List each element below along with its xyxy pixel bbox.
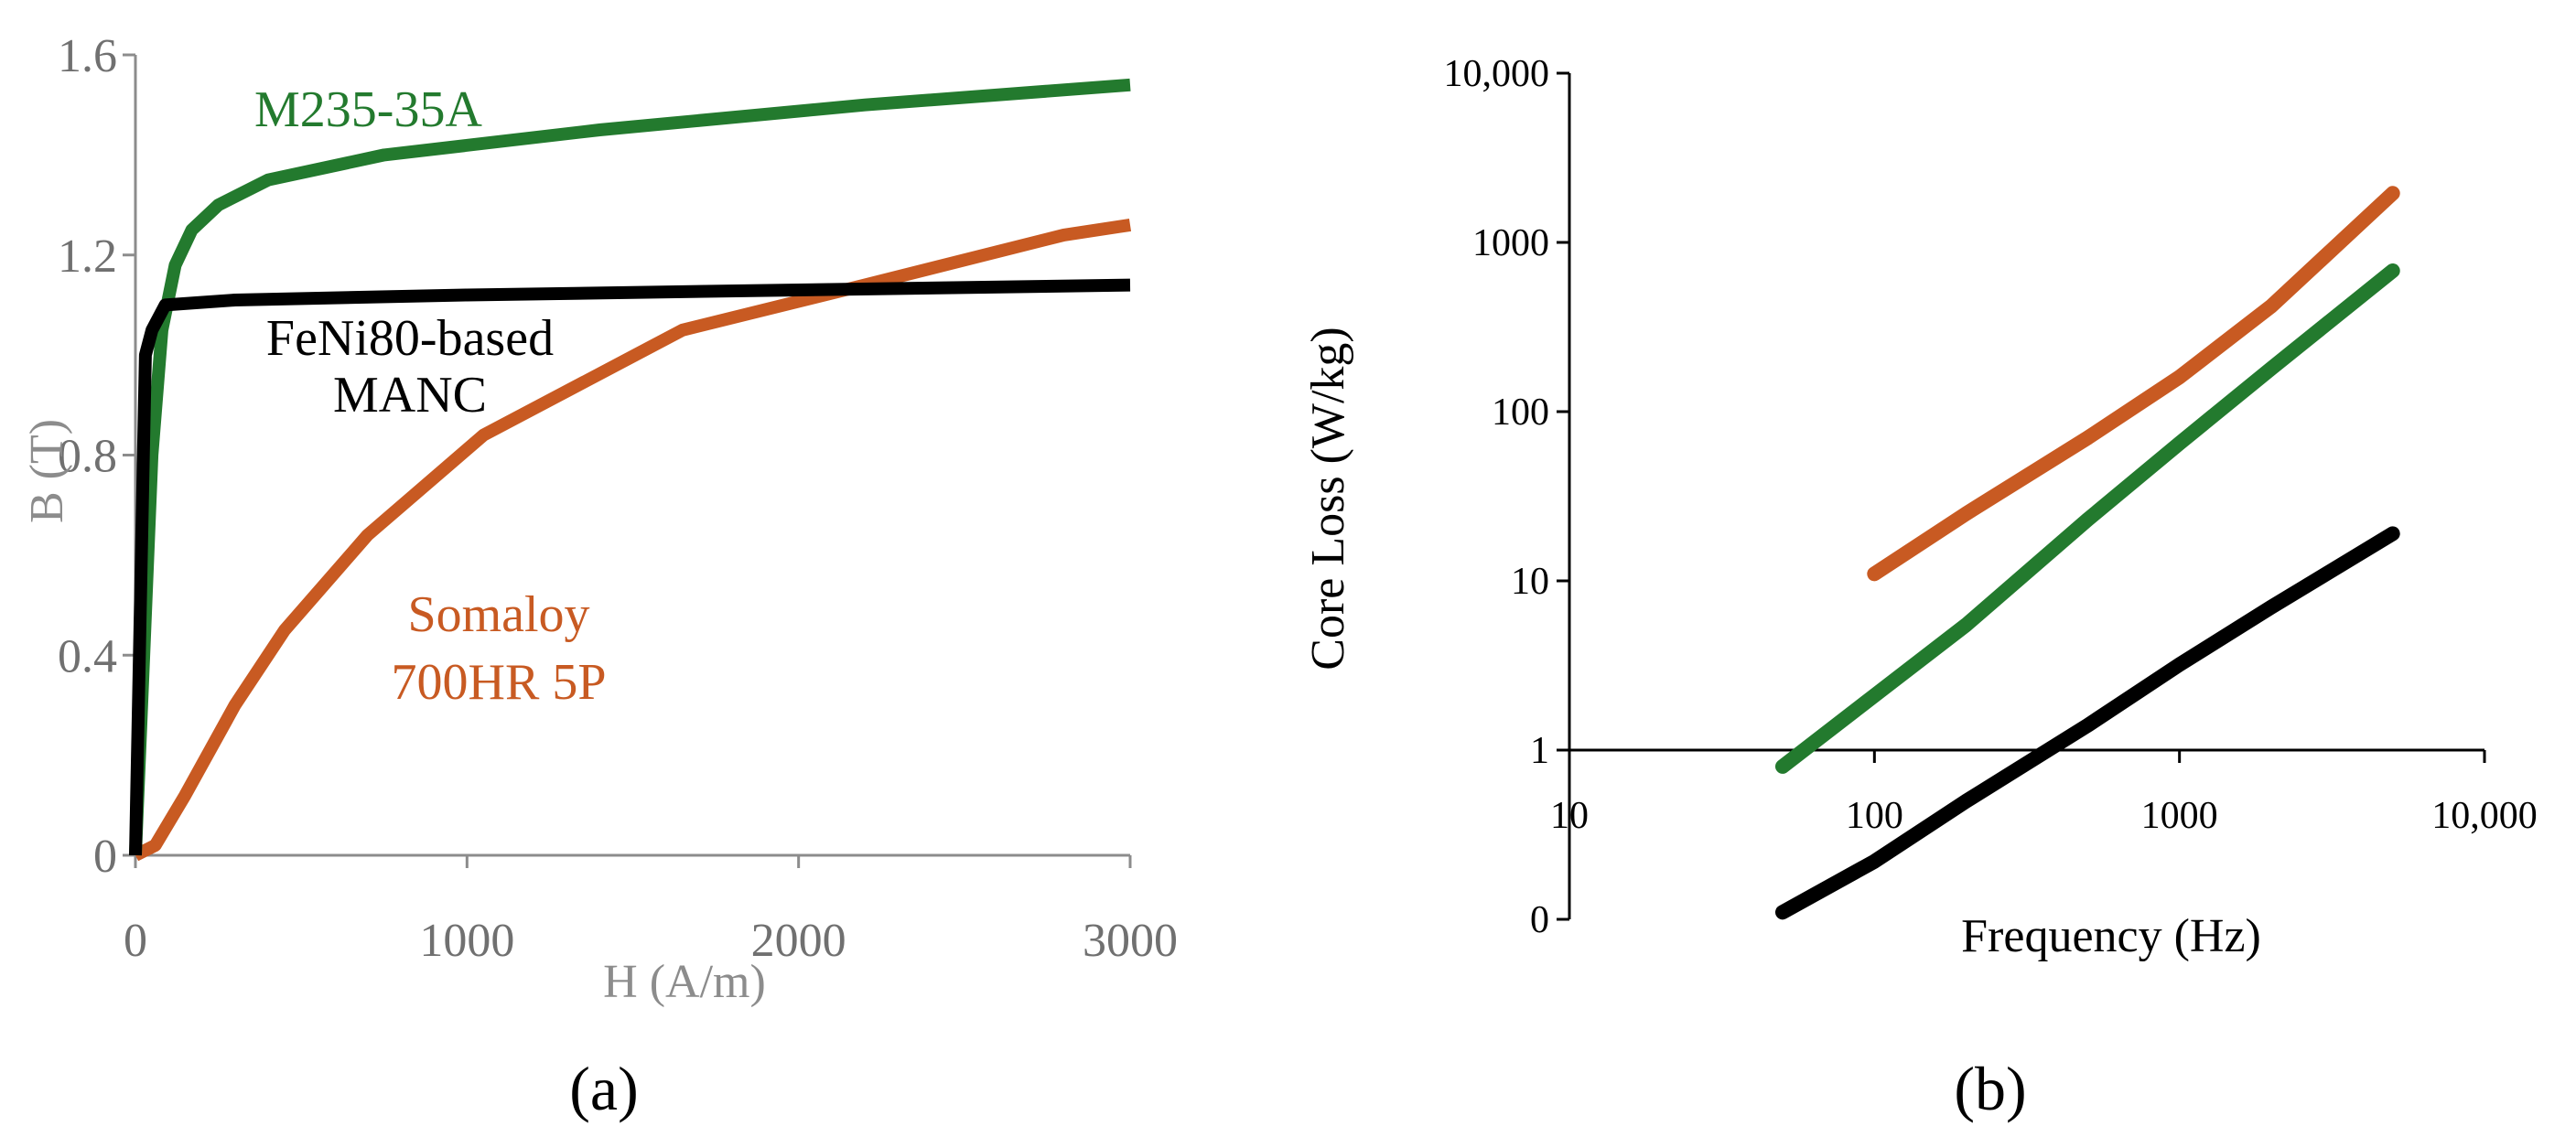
panel-a-label: (a) [569, 1054, 638, 1123]
panel-b-series-line-somaloy-700hr-5p [1867, 186, 2400, 582]
panel-a-series-label: FeNi80-based [266, 310, 554, 367]
panel-a-y-tick-label: 0.4 [58, 630, 117, 682]
panel-b-series-line-m235-35a [1775, 263, 2400, 774]
panel-b-series-group [1775, 186, 2400, 920]
panel-b-x-axis-label: Frequency (Hz) [1961, 910, 2261, 962]
panel-a-series-label: Somaloy [407, 586, 589, 643]
panel-b-y-tick-label: 1000 [1472, 222, 1549, 264]
panel-a-series-label: MANC [333, 367, 487, 424]
panel-a-series-line-m235-35a [129, 78, 1131, 856]
panel-b-x-tick-label: 100 [1846, 795, 1903, 837]
panel-b-x-tick-label: 1000 [2141, 795, 2218, 837]
panel-a-series-label: M235-35A [254, 81, 482, 138]
panel-b-label: (b) [1954, 1054, 2026, 1123]
panel-a-x-axis-label: H (A/m) [603, 956, 766, 1008]
panel-b-y-tick-label: 1 [1530, 730, 1549, 772]
panel-a-y-tick-label: 1.2 [58, 231, 117, 283]
panel-a-y-tick-label: 0 [93, 831, 117, 883]
panel-b-y-axis-label: Core Loss (W/kg) [1302, 327, 1354, 670]
panel-a-x-tick-label: 0 [124, 915, 147, 967]
panel-b-y-tick-label: 10 [1511, 561, 1549, 603]
panel-a-series-group [129, 78, 1132, 862]
panel-a-x-tick-label: 3000 [1083, 915, 1178, 967]
panel-b-x-tick-label: 10 [1550, 795, 1589, 837]
panel-a-x-tick-label: 1000 [419, 915, 514, 967]
panel-a-series-line-somaloy-700hr-5p [132, 218, 1132, 862]
panel-a-y-axis-label: B (T) [21, 419, 73, 523]
panel-a-x-tick-label: 2000 [751, 915, 846, 967]
panel-b-y-tick-label: 10,000 [1444, 53, 1550, 95]
panel-a-y-tick-label: 1.6 [58, 30, 117, 82]
panel-a-hb-curve: 0 1000 2000 3000 0 0.4 0.8 1.2 1.6 M235-35A FeNi8… [21, 30, 1178, 1123]
panel-a-series-label: 700HR 5P [392, 654, 607, 711]
panel-b-series-line-feni80-based-manc [1775, 526, 2400, 920]
panel-a-axes: 0 1000 2000 3000 0 0.4 0.8 1.2 1.6 [58, 30, 1178, 967]
panel-a-y-tick-label: 0.8 [58, 431, 117, 483]
panel-b-x-tick-label: 10,000 [2431, 795, 2538, 837]
panel-b-y-tick-label: 0 [1530, 899, 1549, 941]
panel-b-y-tick-label: 100 [1492, 392, 1549, 434]
panel-a-series-line-feni80-based-manc [129, 278, 1131, 856]
